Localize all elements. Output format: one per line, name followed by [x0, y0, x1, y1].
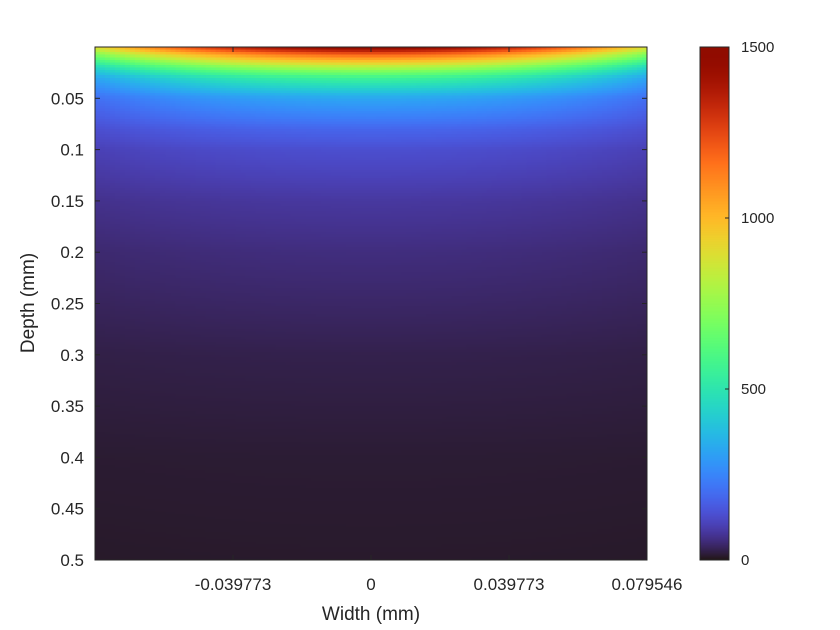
colorbar-tick-label: 1500	[741, 39, 774, 56]
x-tick-label: 0	[366, 575, 375, 594]
y-tick-label: 0.1	[60, 141, 84, 160]
colorbar: 0 500 1000 1500	[699, 39, 774, 569]
y-tick-label: 0.15	[51, 192, 84, 211]
x-tick-label: -0.039773	[195, 575, 272, 594]
y-tick-label: 0.3	[60, 346, 84, 365]
heatmap-image	[95, 47, 647, 560]
x-tick-label: 0.079546	[612, 575, 683, 594]
x-axis-label: Width (mm)	[322, 604, 420, 625]
y-tick-label: 0.45	[51, 500, 84, 519]
x-tick-label: 0.039773	[474, 575, 545, 594]
y-axis: 0.05 0.1 0.15 0.2 0.25 0.3 0.35 0.4 0.45 0.5	[51, 89, 647, 570]
y-tick-label: 0.4	[60, 448, 84, 467]
heatmap-layer	[95, 47, 647, 560]
colorbar-tick-label: 500	[741, 381, 766, 398]
y-tick-label: 0.25	[51, 295, 84, 314]
colorbar-tick-label: 1000	[741, 210, 774, 227]
y-tick-label: 0.2	[60, 243, 84, 262]
colorbar-gradient	[700, 47, 729, 560]
y-tick-label: 0.5	[60, 551, 84, 570]
y-tick-label: 0.35	[51, 397, 84, 416]
y-tick-label: 0.05	[51, 89, 84, 108]
x-axis: -0.039773 0 0.039773 0.079546	[195, 47, 683, 594]
colorbar-ticks: 0 500 1000 1500	[725, 39, 774, 569]
y-axis-label: Depth (mm)	[18, 253, 39, 353]
colorbar-tick-label: 0	[741, 552, 749, 569]
colorbar-frame	[699, 46, 730, 561]
